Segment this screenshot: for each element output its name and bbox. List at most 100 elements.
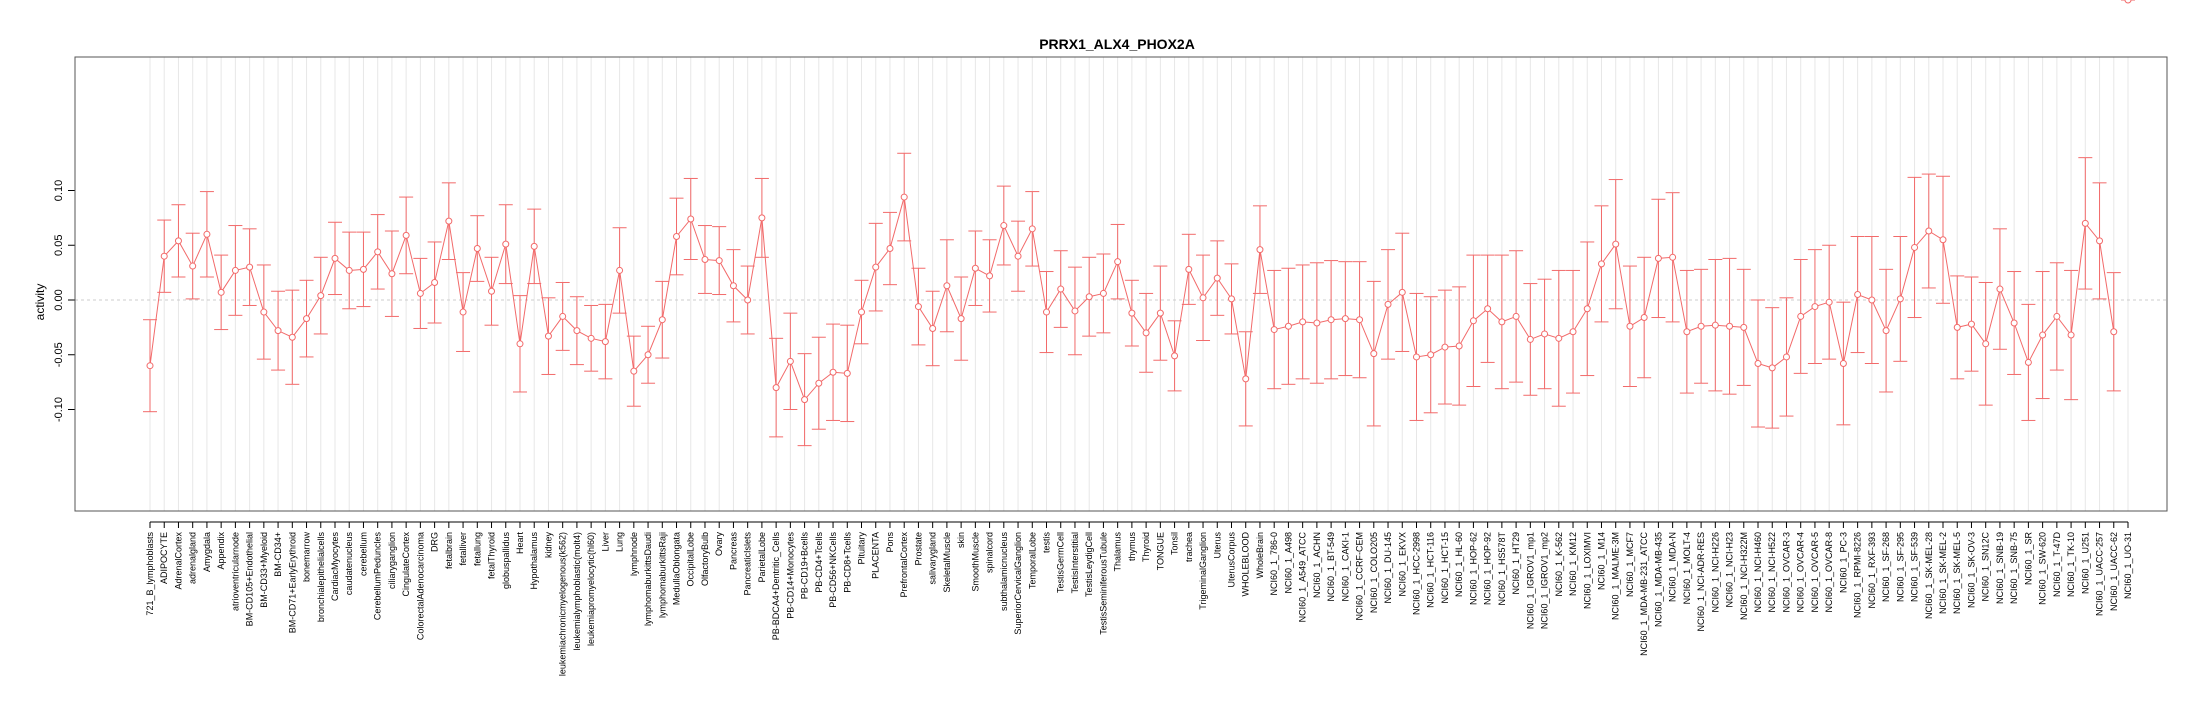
x-tick-label: trachea <box>1184 532 1194 562</box>
x-tick-label: NCI60_1_MDA-N <box>1668 532 1678 602</box>
x-tick-label: BM-CD105+Endothelial <box>245 532 255 626</box>
x-tick-label: lymphnode <box>629 532 639 576</box>
data-point <box>1939 236 1947 244</box>
x-tick-label: CingulateCortex <box>401 532 411 597</box>
x-tick-label: NCI60_1_K-562 <box>1554 532 1564 597</box>
data-point <box>544 332 552 340</box>
data-point <box>274 327 282 335</box>
x-tick-label: NCI60_1_SNB-75 <box>2009 532 2019 604</box>
data-point <box>2024 358 2032 366</box>
x-tick-label: SkeletalMuscle <box>942 532 952 593</box>
x-tick-label: NCI60_1_NCI-H522 <box>1767 532 1777 613</box>
data-point <box>1370 350 1378 358</box>
x-tick-label: SuperiorCervicalGanglion <box>1013 532 1023 635</box>
x-tick-label: NCI60_1_A549_ATCC <box>1298 532 1308 623</box>
data-point <box>1754 360 1762 368</box>
x-tick-label: NCI60_1_IGROV1_mp2 <box>1540 532 1550 629</box>
data-point <box>1839 360 1847 368</box>
data-point <box>1043 308 1051 316</box>
x-tick-label: NCI60_1_NCI-H460 <box>1753 532 1763 613</box>
data-point <box>1427 351 1435 359</box>
x-tick-label: atrioventricularnode <box>230 532 240 611</box>
data-point <box>886 245 894 253</box>
data-point <box>1498 318 1506 326</box>
x-tick-label: NCI60_1_M14 <box>1596 532 1606 590</box>
data-point <box>1896 295 1904 303</box>
x-tick-label: NCI60_1_MOLT-4 <box>1682 532 1692 604</box>
data-point <box>601 338 609 346</box>
x-tick-label: leukemiachronicmyelogenous(k562) <box>558 532 568 676</box>
x-tick-label: TestisLeydigCell <box>1084 532 1094 597</box>
data-point <box>1099 289 1107 297</box>
x-tick-label: TrigeminalGanglion <box>1198 532 1208 610</box>
data-point <box>1341 315 1349 323</box>
data-point <box>1412 353 1420 361</box>
x-tick-label: TemporalLobe <box>1027 532 1037 589</box>
data-point <box>986 272 994 280</box>
data-point <box>644 351 652 359</box>
x-tick-label: ColorectalAdenocarcinoma <box>415 532 425 640</box>
x-tick-label: Pituitary <box>857 532 867 565</box>
x-tick-label: PancreaticIslets <box>743 532 753 596</box>
x-tick-label: NCI60_1_SF-268 <box>1881 532 1891 602</box>
data-point <box>758 214 766 222</box>
x-tick-label: TONGUE <box>1155 532 1165 570</box>
x-tick-label: NCI60_1_HOP-62 <box>1468 532 1478 605</box>
x-tick-label: fetalliver <box>458 532 468 566</box>
data-point <box>530 242 538 250</box>
data-point <box>971 264 979 272</box>
x-tick-label: ciliaryganglion <box>387 532 397 589</box>
data-point <box>1683 328 1691 336</box>
x-tick-label: NCI60_1_HL-60 <box>1454 532 1464 597</box>
x-tick-label: ADIPOCYTE <box>159 532 169 584</box>
x-tick-label: NCI60_1_HOP-92 <box>1483 532 1493 605</box>
data-point <box>715 257 723 265</box>
data-point <box>872 263 880 271</box>
data-point <box>2124 0 2132 4</box>
x-tick-label: NCI60_1_HCC-2998 <box>1411 532 1421 615</box>
data-point <box>1014 252 1022 260</box>
data-point <box>260 308 268 316</box>
x-tick-label: NCI60_1_CAKI-1 <box>1340 532 1350 602</box>
data-point <box>1270 326 1278 334</box>
x-tick-label: NCI60_1_SK-MEL-28 <box>1924 532 1934 619</box>
data-point <box>573 327 581 335</box>
data-point <box>815 379 823 387</box>
data-point <box>1028 225 1036 233</box>
data-point <box>1911 243 1919 251</box>
x-tick-label: NCI60_1_EKVX <box>1397 532 1407 597</box>
data-point <box>843 369 851 377</box>
x-tick-label: ParietalLobe <box>757 532 767 583</box>
data-point <box>1782 353 1790 361</box>
x-tick-label: NCI60_1_SK-OV-3 <box>1966 532 1976 608</box>
x-tick-label: PB-CD8+Tcells <box>842 532 852 593</box>
data-point <box>2010 319 2018 327</box>
data-point <box>1882 327 1890 335</box>
data-point <box>687 215 695 223</box>
x-tick-label: NCI60_1_HCT-116 <box>1426 532 1436 608</box>
data-point <box>231 266 239 274</box>
x-tick-label: NCI60_1_SW-620 <box>2038 532 2048 605</box>
data-point <box>900 193 908 201</box>
x-tick-label: NCI60_1_MCF7 <box>1625 532 1635 597</box>
x-tick-label: NCI60_1_HCT-15 <box>1440 532 1450 604</box>
data-point <box>331 254 339 262</box>
x-tick-label: WHOLEBLOOD <box>1241 532 1251 597</box>
data-point <box>1854 291 1862 299</box>
x-axis: 721_B_lymphoblasts ADIPOCYTE AdrenalCortex… <box>145 521 2133 676</box>
x-tick-label: NCI60_1_DU-145 <box>1383 532 1393 604</box>
data-point <box>1597 260 1605 268</box>
x-tick-label: Tonsil <box>1170 532 1180 555</box>
data-point <box>744 296 752 304</box>
chart-title: PRRX1_ALX4_PHOX2A <box>1039 36 1195 52</box>
x-tick-label: NCI60_1_KM12 <box>1568 532 1578 596</box>
x-tick-label: cerebellum <box>358 532 368 576</box>
data-point <box>957 315 965 323</box>
data-point <box>416 289 424 297</box>
data-point <box>1711 321 1719 329</box>
y-axis: -0.10 -0.05 0.00 0.05 0.10 <box>53 180 76 422</box>
data-point <box>146 362 154 370</box>
x-tick-label: spinalcord <box>985 532 995 573</box>
data-point <box>1654 254 1662 262</box>
